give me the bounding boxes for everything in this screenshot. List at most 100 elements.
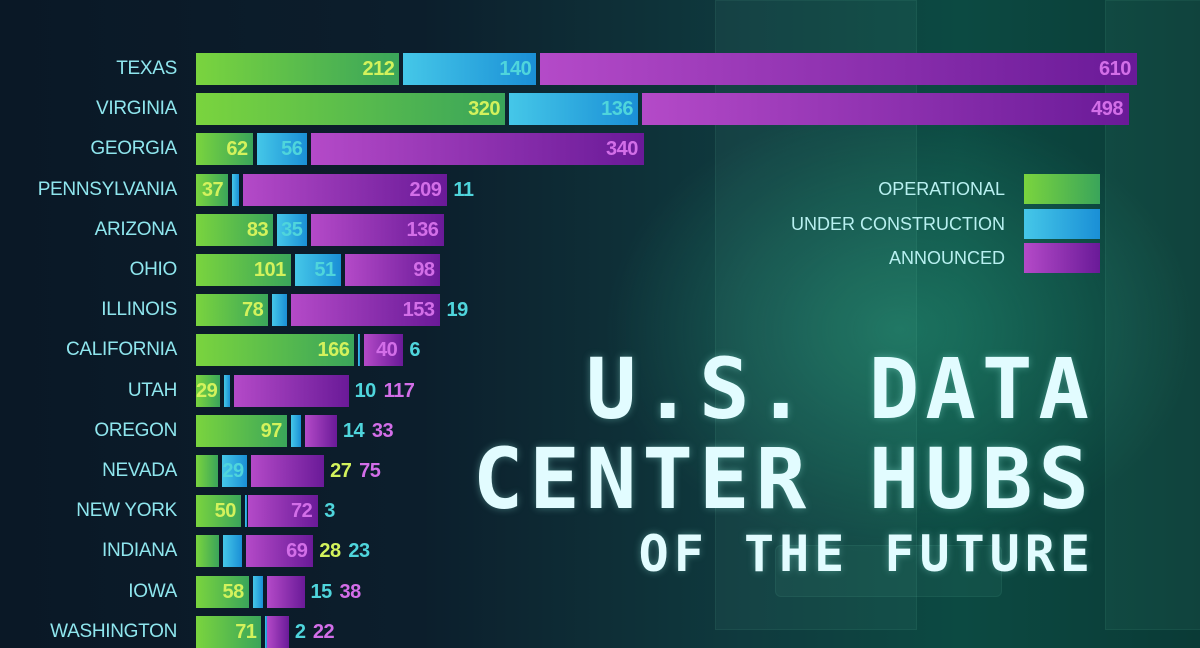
bar-segment-an	[242, 173, 448, 206]
category-label: WASHINGTON	[50, 620, 177, 642]
bar-segment-uc	[272, 294, 287, 327]
data-label-op: 62	[226, 138, 248, 161]
legend-item-uc: UNDER CONSTRUCTION	[780, 208, 1100, 239]
bar-segment-uc	[222, 455, 247, 487]
data-label-an: 75	[359, 460, 381, 482]
data-label-uc: 6	[409, 339, 420, 362]
category-label: NEVADA	[102, 460, 177, 481]
bar-segment-op	[196, 495, 241, 528]
bar-segment-an	[304, 414, 337, 447]
bar-segment-op	[196, 414, 287, 447]
data-label-an: 40	[376, 339, 398, 362]
data-label-an: 209	[409, 178, 442, 201]
bar-segment-an	[311, 133, 644, 166]
bar-segment-an	[364, 334, 404, 367]
data-label-uc: 56	[281, 138, 303, 161]
data-label-an: 610	[1098, 58, 1131, 80]
data-label-op: 27	[330, 460, 352, 482]
data-label-uc: 35	[281, 218, 303, 241]
legend-label: UNDER CONSTRUCTION	[791, 213, 1005, 234]
legend-label: OPERATIONAL	[878, 179, 1005, 199]
bar-segment-op	[196, 53, 400, 85]
bar-segment-op	[196, 535, 220, 568]
title-line-1: U.S. DATA	[585, 340, 1095, 438]
bar-segment-uc	[358, 334, 361, 367]
legend-item-an: ANNOUNCED	[780, 243, 1100, 273]
bar-segment-uc	[252, 575, 264, 608]
category-label: CALIFORNIA	[65, 339, 177, 361]
data-label-op: 28	[319, 540, 341, 563]
category-label: VIRGINIA	[95, 98, 177, 120]
data-label-uc: 140	[499, 58, 532, 80]
category-label: OHIO	[129, 259, 178, 280]
category-label: NEW YORK	[76, 500, 177, 522]
category-label: GEORGIA	[90, 138, 177, 160]
category-label: TEXAS	[116, 58, 177, 79]
data-label-op: 320	[468, 98, 500, 121]
bar-segment-an	[540, 53, 1137, 85]
category-label: INDIANA	[102, 540, 177, 562]
bar-segment-an	[290, 294, 441, 327]
category-label: IOWA	[128, 580, 177, 602]
data-label-uc: 10	[354, 379, 377, 402]
data-label-op: 50	[214, 500, 237, 523]
data-label-an: 72	[290, 500, 313, 523]
bar-segment-an	[267, 575, 305, 608]
bar-segment-uc	[223, 535, 242, 568]
data-label-op: 71	[235, 620, 257, 643]
data-label-op: 97	[260, 419, 283, 442]
data-label-op: 166	[317, 339, 350, 362]
bar-segment-uc	[232, 173, 239, 206]
bar-segment-uc	[244, 495, 247, 528]
bar-segment-op	[196, 173, 229, 206]
data-label-op: 101	[253, 259, 286, 281]
data-label-an: 33	[371, 419, 394, 442]
bar-segment-an	[245, 535, 314, 568]
data-label-uc: 19	[446, 299, 469, 322]
data-label-uc: 2	[294, 620, 306, 643]
bar-segment-op	[196, 254, 291, 286]
data-label-an: 98	[413, 259, 435, 281]
bar-segment-an	[247, 495, 319, 528]
stacked-bar-chart: TEXAS 212 140 610 VIRGINIA 320 136 498 GEORGIA 62…	[38, 53, 1137, 648]
bar-segment-op	[196, 133, 253, 166]
data-label-an: 340	[606, 138, 638, 161]
bar-segment-uc	[224, 374, 231, 407]
bar-segment-uc	[277, 213, 308, 246]
bar-segment-an	[250, 455, 325, 487]
bar-segment-an	[641, 93, 1129, 126]
data-label-op: 37	[201, 178, 224, 201]
bar-segment-an	[344, 254, 441, 286]
title-line-3: OF THE FUTURE	[638, 525, 1095, 583]
data-label-an: 136	[406, 218, 439, 241]
bar-segment-op	[196, 294, 269, 327]
data-label-an: 69	[286, 540, 308, 563]
data-label-op: 83	[246, 218, 269, 241]
bar-segment-an	[311, 213, 445, 246]
bar-segment-an	[267, 615, 289, 648]
category-label: ILLINOIS	[101, 299, 177, 321]
data-label-an: 22	[312, 620, 335, 643]
data-label-op: 58	[222, 580, 244, 603]
bar-segment-op	[196, 575, 249, 608]
data-label-uc: 14	[342, 419, 365, 442]
data-label-op: 29	[196, 379, 218, 402]
data-label-uc: 23	[348, 540, 370, 563]
background-monitor	[775, 545, 1002, 597]
bar-segment-uc	[256, 133, 308, 166]
legend-label: ANNOUNCED	[888, 248, 1005, 268]
title-line-2: CENTER HUBS	[472, 430, 1095, 528]
data-label-uc: 29	[222, 460, 244, 482]
legend-swatch	[1024, 208, 1100, 239]
category-label: ARIZONA	[94, 218, 178, 240]
bar-segment-op	[196, 334, 355, 367]
bar-segment-an	[234, 374, 349, 407]
bar-segment-op	[196, 455, 219, 487]
legend-swatch	[1024, 243, 1100, 273]
category-label: UTAH	[127, 379, 177, 401]
data-label-an: 117	[383, 379, 415, 402]
bar-segment-op	[196, 213, 274, 246]
bar-segment-uc	[403, 53, 537, 85]
legend-item-op: OPERATIONAL	[780, 174, 1100, 204]
data-label-an: 38	[339, 580, 362, 603]
